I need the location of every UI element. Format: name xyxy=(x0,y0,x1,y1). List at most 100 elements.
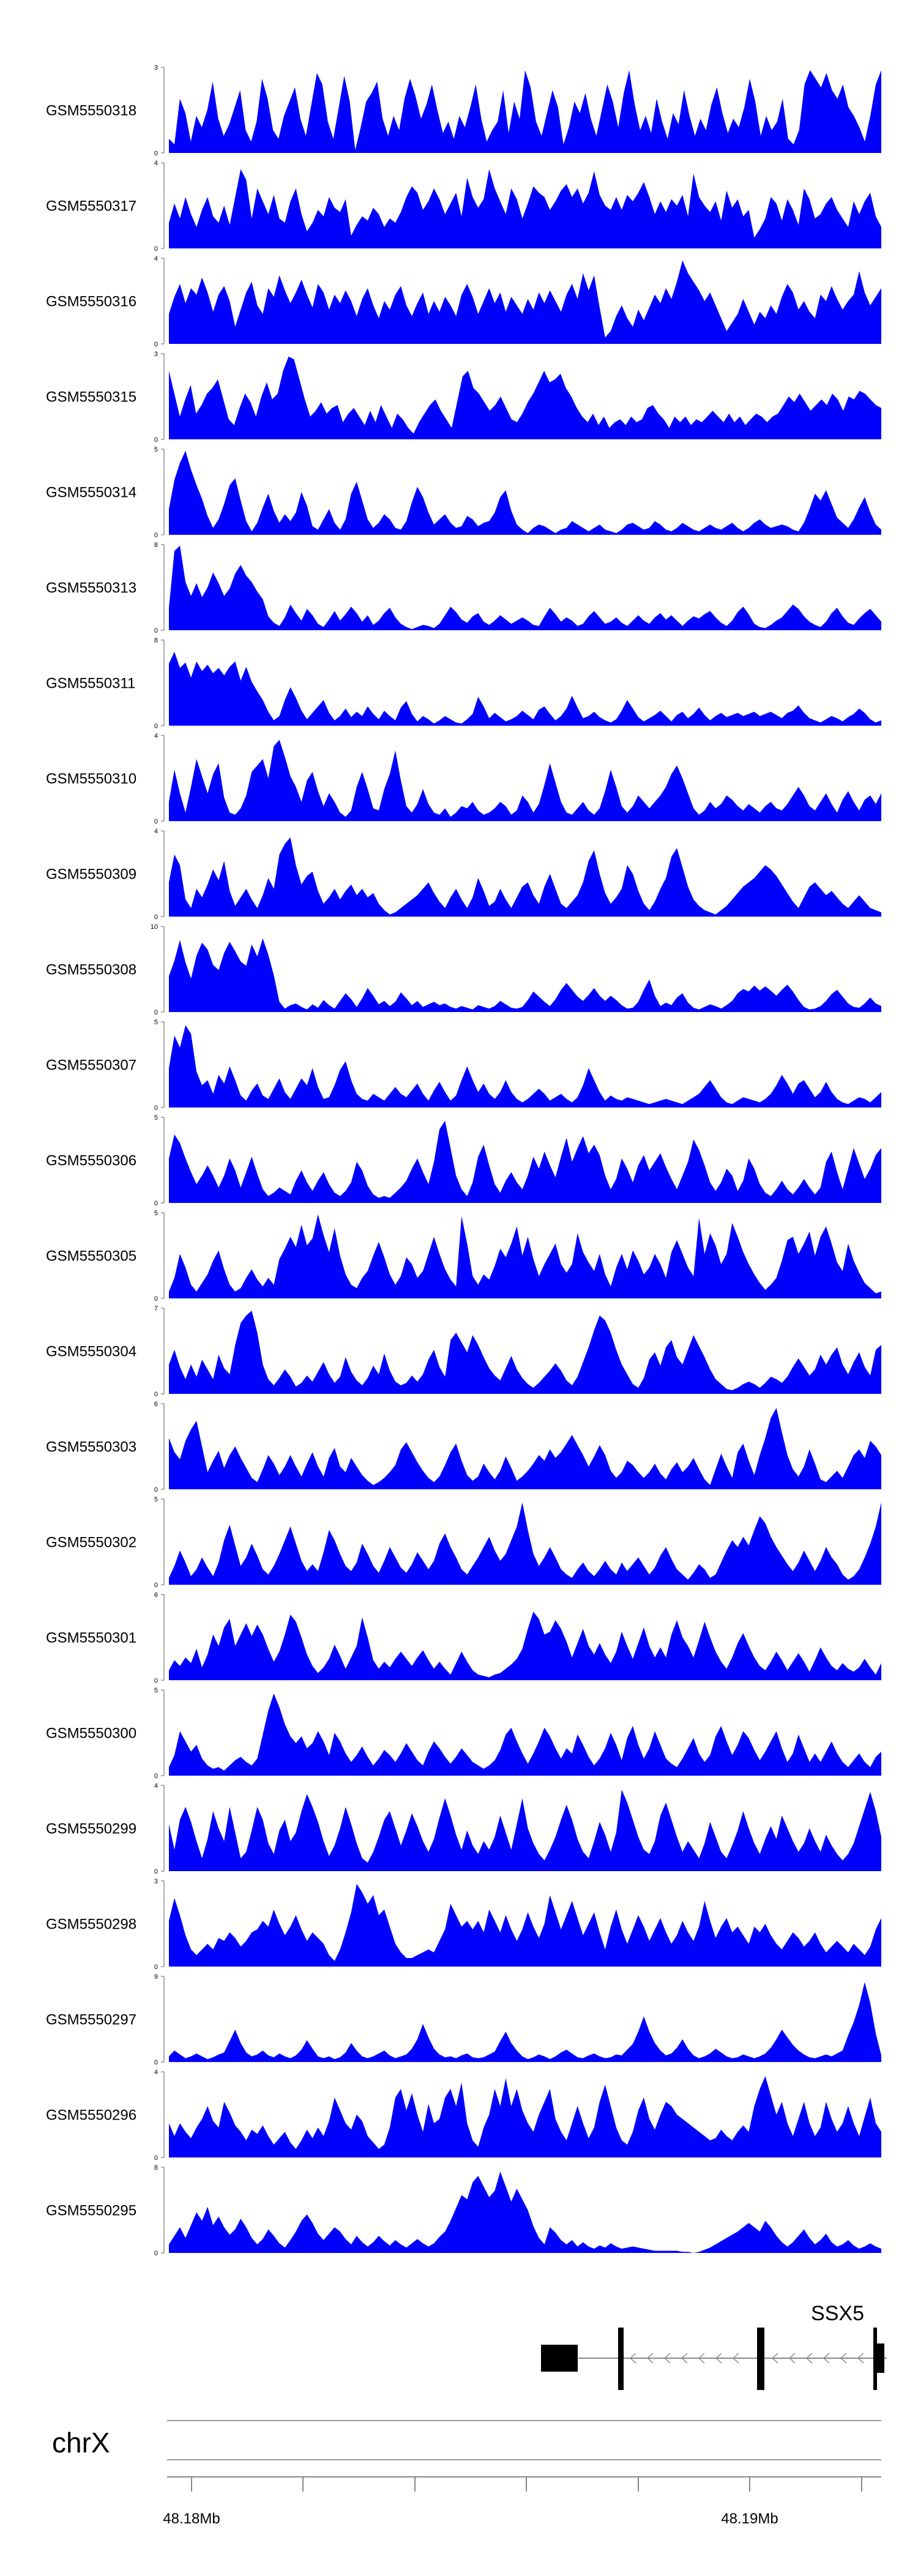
y-axis-min-label: 0 xyxy=(154,436,158,444)
y-axis-min-label: 0 xyxy=(154,818,158,825)
track-label: GSM5550299 xyxy=(46,1820,136,1837)
y-axis-min-label: 0 xyxy=(154,1486,158,1494)
y-axis-max-label: 7 xyxy=(154,1305,158,1312)
track-label: GSM5550302 xyxy=(46,1534,136,1550)
y-axis-max-label: 9 xyxy=(154,1973,158,1981)
y-axis-max-label: 8 xyxy=(154,542,158,549)
y-axis-max-label: 10 xyxy=(151,923,158,931)
track-label: GSM5550304 xyxy=(46,1343,136,1360)
y-axis-min-label: 0 xyxy=(154,1677,158,1684)
coverage-area xyxy=(169,260,881,344)
track-label: GSM5550301 xyxy=(46,1629,136,1646)
coverage-area xyxy=(169,1408,881,1489)
track-label: GSM5550313 xyxy=(46,579,136,596)
y-axis-max-label: 6 xyxy=(154,1401,158,1408)
strand-arrow xyxy=(823,2353,830,2364)
track-GSM5550318: GSM5550318 3 0 xyxy=(46,64,881,157)
chromosome-label: chrX xyxy=(52,2427,110,2459)
coverage-area xyxy=(169,450,881,535)
track-GSM5550295: GSM5550295 8 0 xyxy=(46,2164,881,2257)
track-GSM5550303: GSM5550303 6 0 xyxy=(46,1401,881,1494)
track-label: GSM5550310 xyxy=(46,770,136,787)
track-GSM5550311: GSM5550311 8 0 xyxy=(46,637,881,730)
y-axis-max-label: 8 xyxy=(154,637,158,644)
track-label: GSM5550317 xyxy=(46,198,136,214)
track-GSM5550298: GSM5550298 3 0 xyxy=(46,1878,881,1971)
coverage-area xyxy=(169,1214,881,1298)
y-axis-min-label: 0 xyxy=(154,341,158,348)
track-GSM5550317: GSM5550317 4 0 xyxy=(46,160,881,253)
track-label: GSM5550298 xyxy=(46,1916,136,1932)
coverage-area xyxy=(169,652,881,726)
coverage-area xyxy=(169,1120,881,1203)
track-label: GSM5550303 xyxy=(46,1439,136,1455)
coverage-area xyxy=(169,1790,881,1871)
genome-axis: chrX 48.18Mb 48.19Mb xyxy=(52,2420,881,2527)
exon-block xyxy=(618,2328,624,2390)
y-axis-min-label: 0 xyxy=(154,1964,158,1971)
exon-block xyxy=(877,2343,884,2373)
y-axis-min-label: 0 xyxy=(154,2250,158,2257)
y-axis-max-label: 4 xyxy=(154,828,158,835)
track-GSM5550299: GSM5550299 4 0 xyxy=(46,1782,881,1875)
track-label: GSM5550311 xyxy=(46,675,135,691)
axis-tick-label: 48.19Mb xyxy=(721,2511,778,2527)
y-axis-max-label: 4 xyxy=(154,255,158,262)
coverage-area xyxy=(169,1693,881,1776)
track-label: GSM5550297 xyxy=(46,2011,136,2028)
y-axis-min-label: 0 xyxy=(154,1104,158,1112)
track-label: GSM5550296 xyxy=(46,2107,136,2123)
coverage-tracks: GSM555031830GSM555031740GSM555031640GSM5… xyxy=(46,64,881,2257)
coverage-area xyxy=(169,70,881,153)
track-GSM5550308: GSM5550308 10 0 xyxy=(46,923,881,1016)
y-axis-max-label: 4 xyxy=(154,1782,158,1790)
y-axis-min-label: 0 xyxy=(154,532,158,539)
coverage-area xyxy=(169,1883,881,1967)
strand-arrows xyxy=(629,2353,864,2364)
track-GSM5550309: GSM5550309 4 0 xyxy=(46,828,881,921)
y-axis-min-label: 0 xyxy=(154,1773,158,1780)
axis-ticks xyxy=(191,2477,862,2492)
track-GSM5550304: GSM5550304 7 0 xyxy=(46,1305,881,1398)
track-label: GSM5550315 xyxy=(46,389,136,405)
axis-tick-label: 48.18Mb xyxy=(163,2511,220,2527)
track-GSM5550307: GSM5550307 5 0 xyxy=(46,1019,881,1112)
strand-arrow xyxy=(663,2353,671,2364)
track-label: GSM5550295 xyxy=(46,2202,136,2219)
coverage-area xyxy=(169,2172,881,2253)
y-axis-max-label: 5 xyxy=(154,1687,158,1694)
y-axis-max-label: 3 xyxy=(154,64,158,72)
track-label: GSM5550309 xyxy=(46,866,136,882)
y-axis-min-label: 0 xyxy=(154,627,158,635)
coverage-area xyxy=(169,1311,881,1394)
track-GSM5550314: GSM5550314 5 0 xyxy=(46,446,881,539)
strand-arrow xyxy=(805,2353,813,2364)
strand-arrow xyxy=(732,2353,739,2364)
track-label: GSM5550316 xyxy=(46,293,136,310)
track-label: GSM5550308 xyxy=(46,961,136,978)
track-GSM5550316: GSM5550316 4 0 xyxy=(46,255,881,348)
track-GSM5550296: GSM5550296 4 0 xyxy=(46,2069,881,2162)
y-axis-max-label: 5 xyxy=(154,1496,158,1503)
track-label: GSM5550306 xyxy=(46,1152,136,1169)
coverage-area xyxy=(169,2076,881,2157)
strand-arrow xyxy=(840,2353,847,2364)
track-GSM5550305: GSM5550305 5 0 xyxy=(46,1210,881,1303)
strand-arrow xyxy=(681,2353,688,2364)
y-axis-min-label: 0 xyxy=(154,1295,158,1303)
y-axis-max-label: 5 xyxy=(154,1019,158,1026)
exon-block xyxy=(757,2328,764,2390)
coverage-area xyxy=(169,1612,881,1680)
y-axis-max-label: 4 xyxy=(154,732,158,740)
y-axis-max-label: 5 xyxy=(154,446,158,453)
track-label: GSM5550314 xyxy=(46,484,136,501)
strand-arrow xyxy=(646,2353,654,2364)
track-GSM5550315: GSM5550315 3 0 xyxy=(46,351,881,444)
y-axis-max-label: 8 xyxy=(154,2164,158,2172)
strand-arrow xyxy=(698,2353,705,2364)
y-axis-max-label: 4 xyxy=(154,160,158,167)
y-axis-max-label: 3 xyxy=(154,1878,158,1885)
strand-arrow xyxy=(771,2353,778,2364)
y-axis-min-label: 0 xyxy=(154,2154,158,2162)
